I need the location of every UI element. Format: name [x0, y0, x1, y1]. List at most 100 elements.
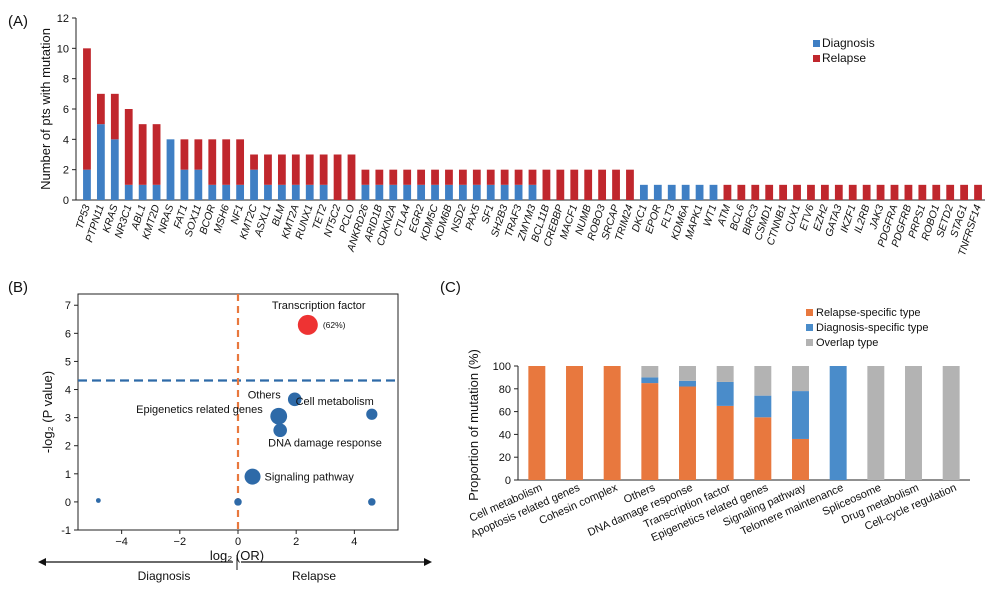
bar-relapse-il2rb [862, 184, 871, 200]
bar-overlap-type-drug-metabolism [905, 366, 922, 480]
panel-b-y-tick-label: -1 [61, 525, 71, 537]
bar-relapse-nt5c2 [333, 154, 342, 200]
point-label-transcription-factor: Transcription factor [272, 300, 366, 312]
bar-relapse-birc3 [751, 184, 760, 200]
panel-b-y-tick-label: 0 [65, 497, 71, 509]
panel-a: (A) Number of pts with mutation 0 2 4 6 8 10 1… [8, 13, 985, 257]
direction-label-diagnosis: Diagnosis [138, 569, 191, 583]
bar-relapse-kmt2a [291, 154, 300, 185]
bar-relapse-specific-type-epigenetics-related-genes [754, 417, 772, 480]
legend-swatch-diagnosis [813, 40, 820, 47]
bar-relapse-ptpn11 [96, 93, 105, 125]
panel-b-axes: -1 0 1 2 3 4 5 6 7 −4 −2 0 2 4 [61, 293, 399, 548]
panel-c-y-tick-label: 0 [505, 475, 511, 487]
point-epigenetics-related-genes [270, 407, 288, 425]
bar-diagnosis-ctla4 [403, 184, 412, 200]
panel-a-legend: Diagnosis Relapse [813, 36, 875, 65]
panel-a-label: (A) [8, 13, 28, 30]
bar-relapse-jak3 [876, 184, 885, 200]
bar-relapse-ankrd26 [361, 169, 370, 185]
bar-relapse-sf1 [486, 169, 495, 185]
bar-relapse-kdm6b [445, 169, 453, 185]
arrow-left-head [38, 558, 46, 566]
bar-relapse-tet2 [319, 154, 328, 185]
bar-relapse-nsd2 [458, 169, 467, 185]
legend-swatch-relapse-specific [806, 309, 813, 316]
bar-overlap-type-others [641, 366, 659, 378]
bar-diagnosis-specific-type-others [641, 377, 659, 384]
bar-relapse-asxl1 [264, 154, 272, 185]
bar-diagnosis-epor [653, 184, 662, 200]
bar-relapse-arid1b [375, 169, 384, 185]
bar-relapse-macf1 [570, 169, 579, 200]
bar-relapse-kmt2c [250, 154, 258, 170]
bar-diagnosis-specific-type-telomere-maintenance [829, 366, 847, 480]
bar-relapse-cdkn2a [389, 169, 398, 185]
bar-relapse-bcor [208, 139, 217, 185]
panel-c-bars [528, 366, 960, 480]
bar-diagnosis-zmym3 [528, 184, 537, 200]
bar-diagnosis-pax5 [472, 184, 481, 200]
point-label-signaling-pathway: Signaling pathway [265, 472, 355, 484]
bar-diagnosis-kmt2c [250, 169, 258, 200]
bar-overlap-type-signaling-pathway [792, 366, 809, 392]
panel-b-x-tick-label: 2 [293, 536, 299, 548]
panel-a-y-axis-label: Number of pts with mutation [38, 28, 53, 190]
bar-diagnosis-arid1b [375, 184, 384, 200]
panel-c-y-tick-label: 100 [493, 361, 511, 373]
bar-relapse-atm [723, 184, 732, 200]
bar-diagnosis-fat1 [180, 169, 189, 200]
bar-diagnosis-kdm6b [445, 184, 453, 200]
bar-relapse-kras [110, 93, 119, 140]
bar-relapse-prps1 [918, 184, 927, 200]
bar-overlap-type-cell-cycle-regulation [942, 366, 960, 480]
bar-diagnosis-msh6 [222, 184, 231, 200]
point-cell-metabolism [366, 408, 378, 420]
bar-relapse-numb [584, 169, 593, 200]
bar-relapse-srcap [612, 169, 620, 200]
panel-b-x-tick-label: 4 [351, 536, 357, 548]
bar-diagnosis-sox11 [194, 169, 203, 200]
panel-a-bars [83, 48, 982, 200]
bar-diagnosis-egr2 [417, 184, 426, 200]
x-tick-nf1: NF1 [228, 203, 246, 226]
bar-diagnosis-kmt2d [152, 184, 161, 200]
bar-diagnosis-runx1 [305, 184, 314, 200]
bar-relapse-specific-type-others [641, 383, 659, 480]
panel-b-x-tick-label: −2 [174, 536, 187, 548]
bar-relapse-traf3 [514, 169, 523, 185]
point-transcription-factor [297, 314, 318, 335]
bar-overlap-type-transcription-factor [716, 366, 734, 382]
panel-a-y-tick-label: 12 [57, 13, 69, 25]
bar-relapse-robo1 [932, 184, 941, 200]
panel-b-points: Transcription factor (62%) Others Cell meta… [95, 300, 382, 506]
bar-relapse-ikzf1 [848, 184, 857, 200]
panel-a-y-tick-label: 4 [63, 134, 69, 146]
bar-diagnosis-mapk1 [695, 184, 704, 200]
panel-a-y-tick-label: 8 [63, 74, 69, 86]
bar-diagnosis-specific-type-signaling-pathway [792, 391, 809, 439]
bar-relapse-gata3 [834, 184, 843, 200]
point-dna-damage-response [273, 423, 287, 438]
point-others [287, 392, 302, 407]
panel-b-y-tick-label: 3 [65, 413, 71, 425]
panel-b-label: (B) [8, 279, 28, 296]
panel-b: (B) -log₂ (P value) log₂ (OR) -101234567… [8, 279, 432, 583]
bar-relapse-bcl11b [542, 169, 551, 200]
bar-relapse-fat1 [180, 139, 189, 170]
bar-relapse-egr2 [417, 169, 426, 185]
bar-diagnosis-tp53 [83, 169, 91, 200]
bar-diagnosis-abl1 [138, 184, 147, 200]
panel-b-y-tick-label: 6 [65, 328, 71, 340]
bar-diagnosis-ankrd26 [361, 184, 370, 200]
bar-diagnosis-dkc1 [639, 184, 648, 200]
panel-c: (C) Proportion of mutation (%) 0 20 40 60 80… [440, 279, 970, 544]
bar-relapse-ctnnb1 [779, 184, 788, 200]
panel-c-y-tick-label: 80 [499, 384, 511, 396]
panel-a-y-tick-label: 0 [63, 195, 69, 207]
bar-relapse-csmd1 [765, 184, 774, 200]
bar-relapse-pclo [347, 154, 356, 200]
bar-diagnosis-traf3 [514, 184, 523, 200]
bar-overlap-type-spliceosome [867, 366, 885, 480]
bar-diagnosis-kdm6a [681, 184, 690, 200]
